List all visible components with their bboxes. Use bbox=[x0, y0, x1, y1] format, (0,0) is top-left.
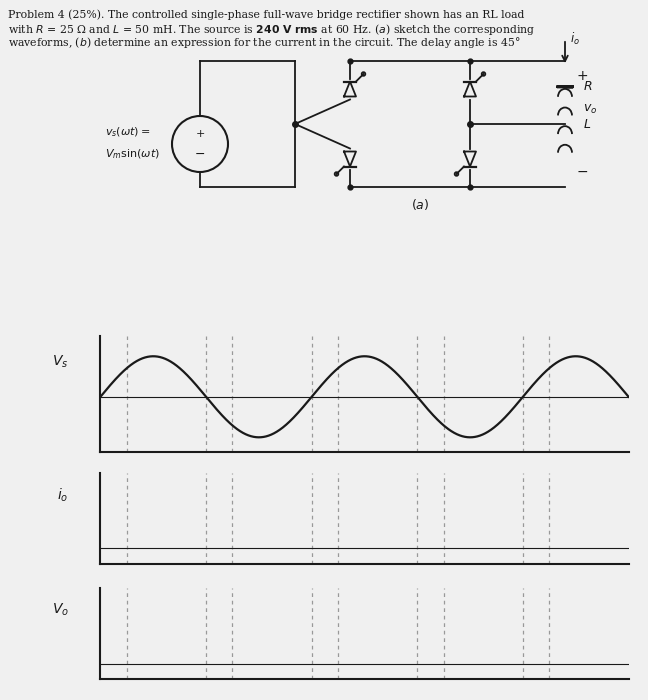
Text: $V_s$: $V_s$ bbox=[52, 354, 69, 370]
Text: $L$: $L$ bbox=[583, 118, 591, 132]
Text: +: + bbox=[195, 129, 205, 139]
Text: $v_o$: $v_o$ bbox=[583, 102, 597, 116]
Text: $i_o$: $i_o$ bbox=[570, 31, 580, 47]
Text: $i_o$: $i_o$ bbox=[58, 486, 69, 503]
Text: $V_m \sin(\omega t)$: $V_m \sin(\omega t)$ bbox=[105, 147, 160, 161]
Text: $v_s(\omega t)=$: $v_s(\omega t)=$ bbox=[105, 125, 150, 139]
Text: $V_o$: $V_o$ bbox=[52, 602, 69, 618]
Text: $R$: $R$ bbox=[583, 80, 592, 93]
Text: $(a)$: $(a)$ bbox=[411, 197, 429, 212]
Text: with $R$ = 25 Ω and $L$ = 50 mH. The source is $\mathbf{240\ V\ rms}$ at 60 Hz. : with $R$ = 25 Ω and $L$ = 50 mH. The sou… bbox=[8, 22, 535, 37]
Text: Problem 4 (25%). The controlled single-phase full-wave bridge rectifier shown ha: Problem 4 (25%). The controlled single-p… bbox=[8, 9, 524, 20]
Text: −: − bbox=[577, 165, 588, 179]
Text: −: − bbox=[195, 148, 205, 160]
Text: waveforms, ($b$) determine an expression for the current in the circuit. The del: waveforms, ($b$) determine an expression… bbox=[8, 35, 520, 50]
Text: +: + bbox=[577, 69, 588, 83]
